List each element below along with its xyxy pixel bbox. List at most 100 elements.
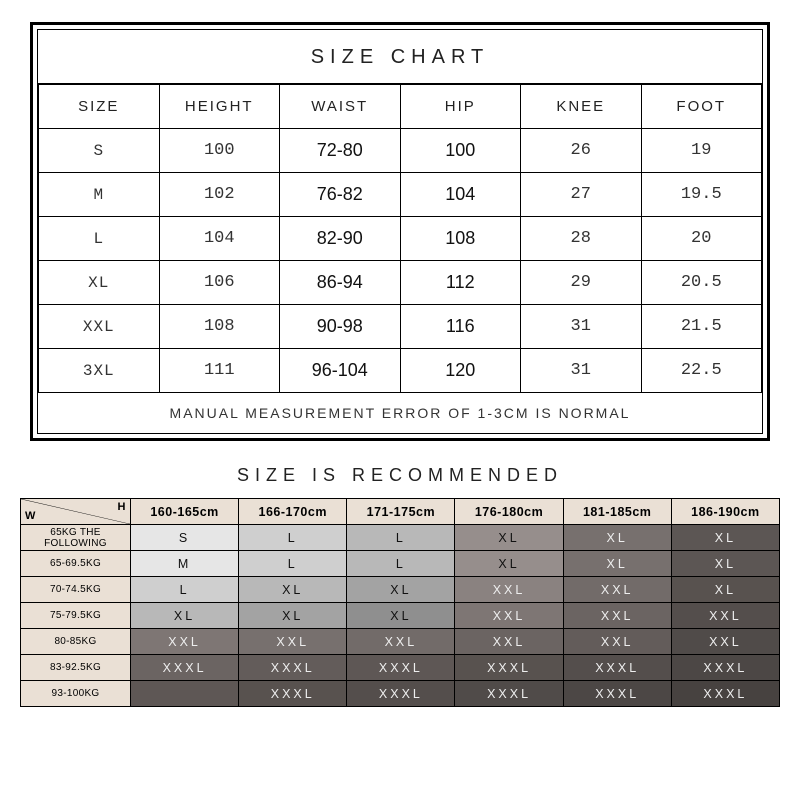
col-height: HEIGHT [159,85,280,129]
cell-waist: 82-90 [280,217,401,261]
recommend-cell: XXXL [239,681,347,707]
recommend-cell: XXL [131,629,239,655]
weight-row-head: 80-85KG [21,629,131,655]
weight-row-head: 65KG THE FOLLOWING [21,525,131,551]
size-chart-title: SIZE CHART [38,30,762,84]
cell-knee: 28 [521,217,642,261]
recommend-cell: XL [671,525,779,551]
recommend-cell: XXL [671,603,779,629]
col-knee: KNEE [521,85,642,129]
recommend-cell: XXXL [347,681,455,707]
cell-foot: 22.5 [641,349,762,393]
weight-row-head: 65-69.5KG [21,551,131,577]
recommend-row: 75-79.5KGXLXLXLXXLXXLXXL [21,603,780,629]
recommend-row: 80-85KGXXLXXLXXLXXLXXLXXL [21,629,780,655]
recommend-cell: XL [671,551,779,577]
recommend-cell: XL [455,551,563,577]
recommend-cell: L [347,551,455,577]
recommend-cell: S [131,525,239,551]
weight-row-head: 83-92.5KG [21,655,131,681]
cell-foot: 21.5 [641,305,762,349]
recommend-cell: XXXL [671,681,779,707]
height-col: 181-185cm [563,499,671,525]
cell-size: 3XL [39,349,160,393]
recommend-cell: XXL [563,603,671,629]
recommend-cell: L [131,577,239,603]
cell-height: 102 [159,173,280,217]
cell-waist: 72-80 [280,129,401,173]
weight-row-head: 70-74.5KG [21,577,131,603]
cell-knee: 26 [521,129,642,173]
table-row: S10072-801002619 [39,129,762,173]
size-chart-footnote: MANUAL MEASUREMENT ERROR OF 1-3CM IS NOR… [38,393,762,433]
recommend-cell: XXL [563,629,671,655]
cell-height: 100 [159,129,280,173]
recommend-cell: XXL [347,629,455,655]
cell-hip: 116 [400,305,521,349]
height-col: 166-170cm [239,499,347,525]
cell-size: S [39,129,160,173]
cell-size: L [39,217,160,261]
recommend-cell: XXL [455,629,563,655]
recommend-cell: M [131,551,239,577]
recommend-cell: XL [131,603,239,629]
recommend-corner: W H [21,499,131,525]
recommend-cell [131,681,239,707]
recommend-table-wrap: W H 160-165cm 166-170cm 171-175cm 176-18… [20,498,780,707]
recommend-cell: XL [455,525,563,551]
diagonal-icon [21,499,130,524]
recommend-cell: XXXL [563,655,671,681]
table-row: L10482-901082820 [39,217,762,261]
recommend-row: 83-92.5KGXXXLXXXLXXXLXXXLXXXLXXXL [21,655,780,681]
recommend-cell: XL [563,551,671,577]
table-row: 3XL11196-1041203122.5 [39,349,762,393]
recommend-cell: XXXL [563,681,671,707]
corner-w-label: W [25,510,36,522]
size-chart-table: SIZE HEIGHT WAIST HIP KNEE FOOT S10072-8… [38,84,762,393]
recommend-cell: XL [239,577,347,603]
cell-size: XXL [39,305,160,349]
table-row: XL10686-941122920.5 [39,261,762,305]
recommend-cell: L [239,551,347,577]
recommend-cell: XXL [455,577,563,603]
cell-waist: 90-98 [280,305,401,349]
recommend-heading: SIZE IS RECOMMENDED [237,465,563,486]
recommend-cell: XXL [671,629,779,655]
recommend-row: 65-69.5KGMLLXLXLXL [21,551,780,577]
recommend-cell: XL [347,603,455,629]
cell-waist: 76-82 [280,173,401,217]
cell-hip: 120 [400,349,521,393]
recommend-row: 70-74.5KGLXLXLXXLXXLXL [21,577,780,603]
recommend-cell: XXL [455,603,563,629]
recommend-cell: XL [671,577,779,603]
height-col: 176-180cm [455,499,563,525]
recommend-cell: XXL [563,577,671,603]
col-size: SIZE [39,85,160,129]
cell-foot: 20.5 [641,261,762,305]
table-row: XXL10890-981163121.5 [39,305,762,349]
cell-foot: 19 [641,129,762,173]
recommend-cell: XXL [239,629,347,655]
recommend-cell: XXXL [347,655,455,681]
recommend-row: 65KG THE FOLLOWINGSLLXLXLXL [21,525,780,551]
cell-height: 106 [159,261,280,305]
cell-hip: 108 [400,217,521,261]
recommend-cell: XXXL [131,655,239,681]
cell-hip: 112 [400,261,521,305]
recommend-table: W H 160-165cm 166-170cm 171-175cm 176-18… [20,498,780,707]
recommend-cell: XXXL [455,655,563,681]
cell-size: M [39,173,160,217]
recommend-cell: XL [347,577,455,603]
col-foot: FOOT [641,85,762,129]
col-hip: HIP [400,85,521,129]
corner-h-label: H [118,501,126,513]
table-header-row: SIZE HEIGHT WAIST HIP KNEE FOOT [39,85,762,129]
recommend-cell: XL [563,525,671,551]
col-waist: WAIST [280,85,401,129]
recommend-row: 93-100KGXXXLXXXLXXXLXXXLXXXL [21,681,780,707]
height-col: 171-175cm [347,499,455,525]
recommend-cell: XL [239,603,347,629]
cell-foot: 19.5 [641,173,762,217]
cell-size: XL [39,261,160,305]
recommend-cell: XXXL [671,655,779,681]
